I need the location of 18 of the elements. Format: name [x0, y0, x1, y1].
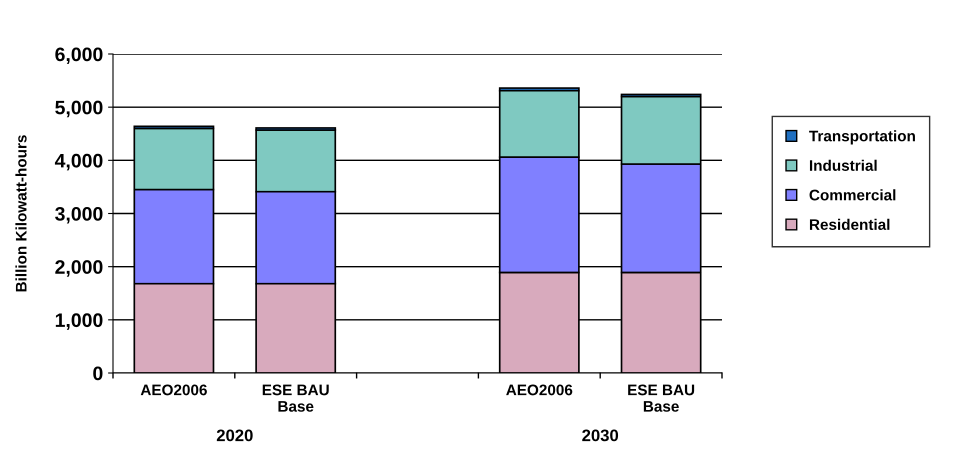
- y-tick-label: 5,000: [55, 100, 102, 118]
- y-tick-label: 1,000: [56, 313, 102, 330]
- y-tick-label: 0: [93, 366, 102, 380]
- legend-label: Transportation: [809, 130, 915, 144]
- legend-label: Commercial: [810, 189, 896, 200]
- y-axis-title: Billion Kilowatt-hours: [15, 135, 27, 292]
- x-tick-label: AEO2006: [140, 384, 207, 396]
- y-tick-label: 3,000: [55, 206, 102, 224]
- legend-label: Residential: [810, 218, 890, 230]
- y-tick-label: 2,000: [55, 260, 102, 277]
- x-tick-label: AEO2006: [506, 384, 572, 396]
- y-tick-label: 6,000: [55, 47, 102, 64]
- text: 2030: [582, 429, 618, 442]
- y-tick-label: 4,000: [54, 154, 102, 170]
- x-tick-label: ESE BAU Base: [628, 384, 694, 412]
- text: 2020: [216, 429, 253, 442]
- legend-label: Industrial: [810, 160, 877, 171]
- x-tick-label: ESE BAU Base: [262, 384, 329, 412]
